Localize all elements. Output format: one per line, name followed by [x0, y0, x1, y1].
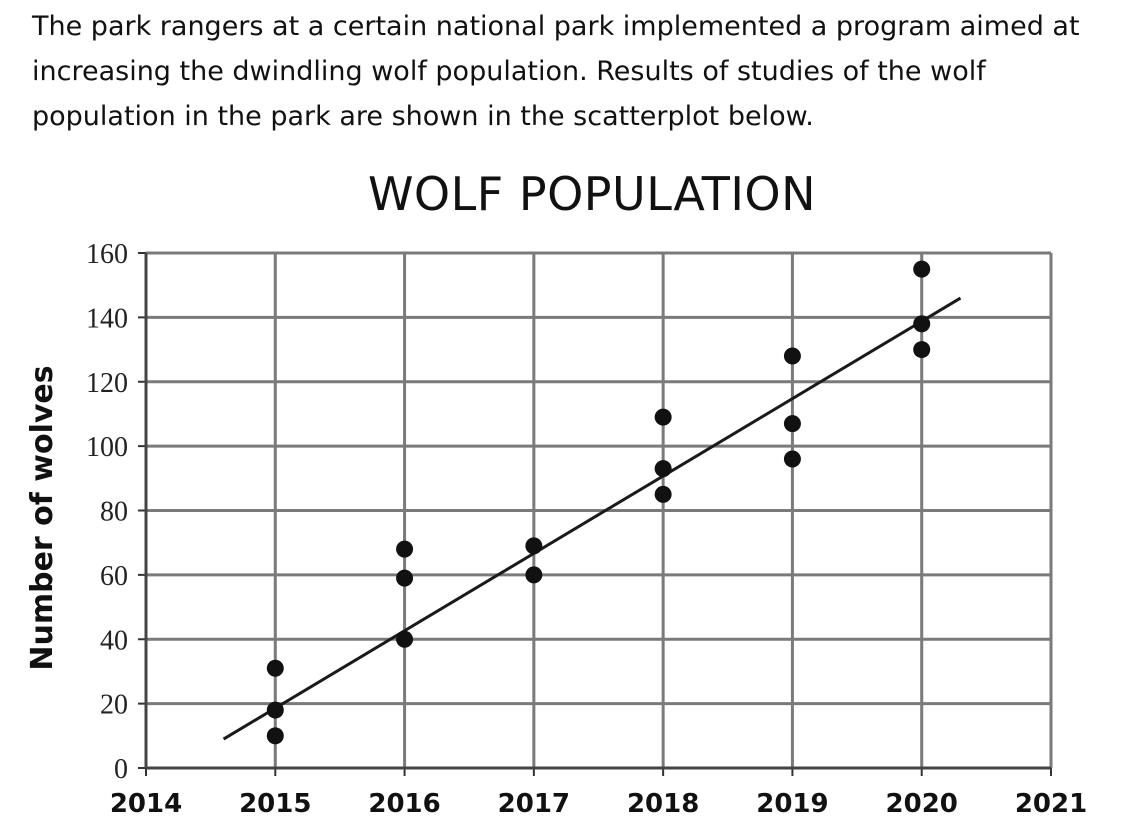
y-tick-label-140: 140: [86, 303, 128, 334]
data-point-2016-59: [396, 569, 414, 587]
x-tick-label-2015: 2015: [239, 789, 311, 819]
data-point-2019-96: [783, 450, 801, 468]
data-point-2018-85: [654, 485, 672, 503]
data-point-2019-107: [783, 415, 801, 433]
data-point-2017-60: [525, 566, 543, 584]
data-point-2018-109: [654, 408, 672, 426]
x-tick-label-2018: 2018: [627, 789, 699, 819]
data-point-2020-130: [913, 341, 931, 359]
grid: [146, 251, 1053, 768]
x-tick-labels: 2014 2015 2016 2017 2018 2019 2020 2021: [110, 789, 1087, 819]
data-point-2015-18: [266, 701, 284, 719]
y-tick-label-120: 120: [86, 368, 128, 399]
chart-title: WOLF POPULATION: [368, 167, 816, 221]
x-tick-label-2021: 2021: [1015, 789, 1087, 819]
y-tick-label-100: 100: [86, 432, 128, 463]
x-tick-label-2016: 2016: [368, 789, 440, 819]
data-point-2015-10: [266, 727, 284, 745]
y-tick-label-160: 160: [86, 239, 128, 270]
y-axis-label: Number of wolves: [25, 365, 60, 670]
data-points: [266, 260, 931, 745]
trend-line-group: [222, 296, 962, 741]
data-point-2019-128: [783, 347, 801, 365]
data-point-2018-93: [654, 460, 672, 478]
data-point-2016-40: [396, 630, 414, 648]
y-tick-label-80: 80: [100, 497, 128, 528]
data-point-2016-68: [396, 540, 414, 558]
data-point-2015-31: [266, 659, 284, 677]
x-tick-label-2020: 2020: [886, 789, 958, 819]
y-tick-label-20: 20: [100, 690, 128, 721]
y-tick-labels: 0 20 40 60 80 100 120 140 160: [86, 239, 128, 785]
question-text: The park rangers at a certain national p…: [32, 11, 1080, 132]
axes: [138, 252, 1052, 776]
x-tick-label-2019: 2019: [756, 789, 828, 819]
data-point-2020-155: [913, 260, 931, 278]
data-point-2020-138: [913, 315, 931, 333]
x-tick-label-2014: 2014: [110, 789, 182, 819]
y-tick-label-40: 40: [100, 625, 128, 656]
data-point-2017-69: [525, 537, 543, 555]
x-tick-label-2017: 2017: [498, 789, 570, 819]
y-tick-label-0: 0: [114, 754, 128, 785]
y-tick-label-60: 60: [100, 561, 128, 592]
trend-line: [222, 296, 962, 741]
